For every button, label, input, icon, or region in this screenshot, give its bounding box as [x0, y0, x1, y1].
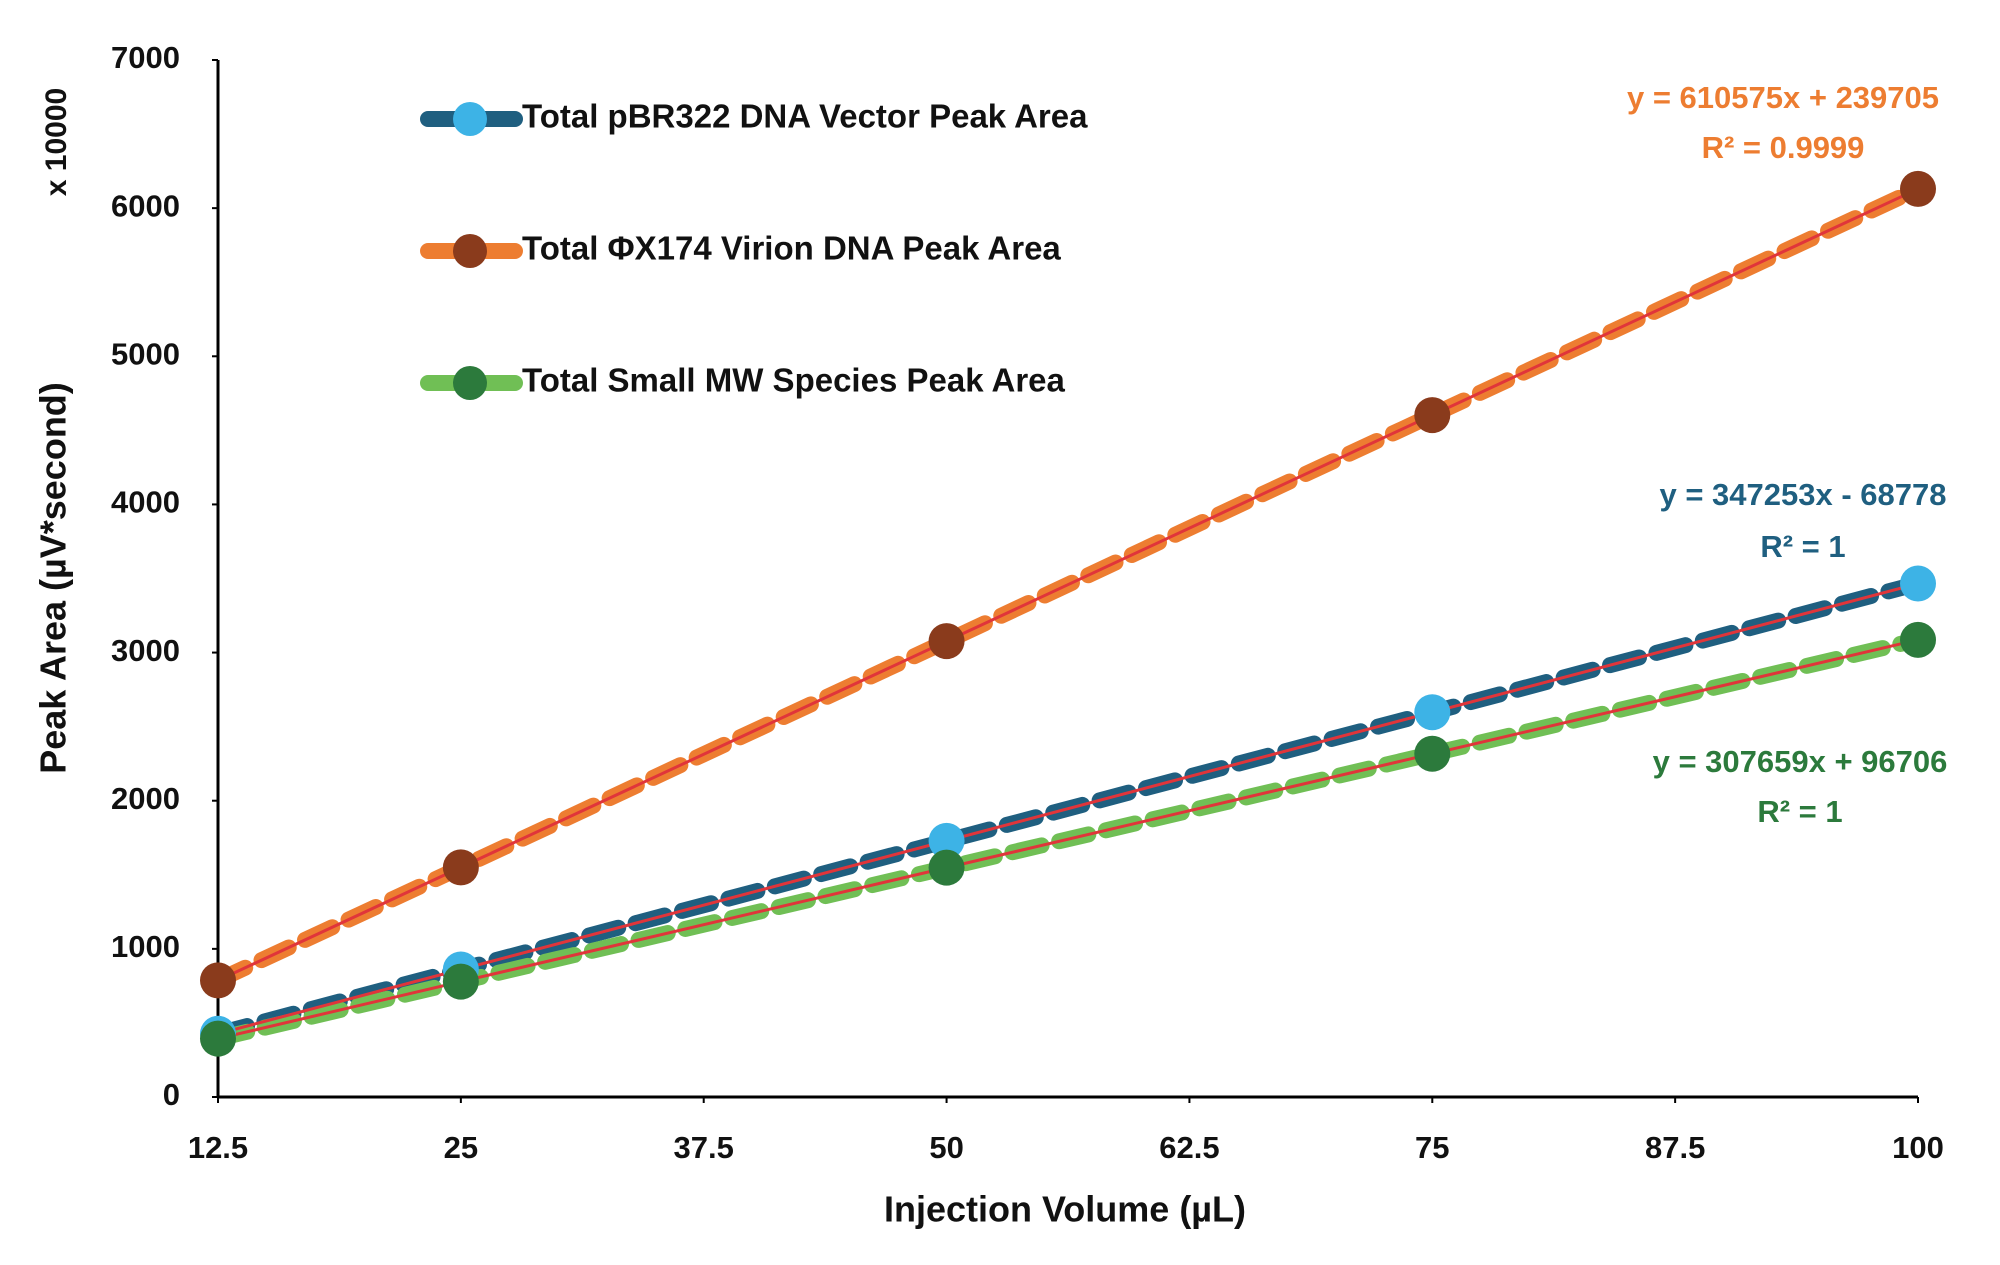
x-axis-label: Injection Volume (µL)	[884, 1189, 1246, 1230]
data-point	[200, 962, 236, 999]
trend-r2: R² = 0.9999	[1702, 130, 1865, 165]
x-tick-label: 37.5	[674, 1130, 734, 1165]
x-tick-label: 25	[444, 1130, 478, 1165]
data-point	[1900, 170, 1936, 207]
trendline	[217, 187, 1919, 982]
trend-r2: R² = 1	[1760, 529, 1845, 564]
x-tick-label: 75	[1415, 1130, 1449, 1165]
data-point	[928, 822, 965, 859]
y-tick-label: 1000	[111, 929, 180, 964]
y-tick-label: 7000	[111, 40, 180, 75]
x-tick-label: 50	[929, 1130, 963, 1165]
x-tick-label: 12.5	[188, 1130, 248, 1165]
data-point	[200, 1020, 236, 1057]
x-tick-label: 100	[1892, 1130, 1944, 1165]
trend-equation: y = 307659x + 96706	[1653, 744, 1948, 779]
legend-marker	[453, 102, 487, 136]
data-point	[1414, 694, 1451, 731]
legend-marker	[453, 366, 487, 400]
data-point	[928, 849, 965, 886]
data-point	[1414, 397, 1451, 434]
trend-r2: R² = 1	[1757, 794, 1842, 829]
legend-marker	[453, 234, 487, 268]
legend-label: Total pBR322 DNA Vector Peak Area	[522, 98, 1088, 135]
y-multiplier-label: x 10000	[40, 88, 73, 196]
data-point	[1900, 565, 1936, 602]
y-axis-label: Peak Area (µV*second)	[33, 382, 74, 774]
trend-equation: y = 347253x - 68778	[1659, 477, 1946, 512]
y-tick-label: 3000	[111, 633, 180, 668]
x-tick-label: 87.5	[1645, 1130, 1705, 1165]
y-tick-label: 0	[163, 1077, 180, 1112]
data-point	[928, 623, 965, 660]
data-point	[1900, 621, 1936, 658]
x-tick-label: 62.5	[1159, 1130, 1219, 1165]
data-point	[442, 849, 479, 886]
y-tick-label: 4000	[111, 485, 180, 520]
trendline	[217, 582, 1919, 1036]
trendline	[217, 638, 1919, 1041]
y-tick-label: 2000	[111, 781, 180, 816]
data-point	[1414, 735, 1451, 772]
legend-label: Total ΦX174 Virion DNA Peak Area	[522, 230, 1061, 267]
trend-equation: y = 610575x + 239705	[1627, 80, 1939, 115]
data-point	[442, 963, 479, 1000]
y-tick-label: 5000	[111, 336, 180, 371]
y-tick-label: 6000	[111, 188, 180, 223]
legend-label: Total Small MW Species Peak Area	[522, 362, 1066, 399]
